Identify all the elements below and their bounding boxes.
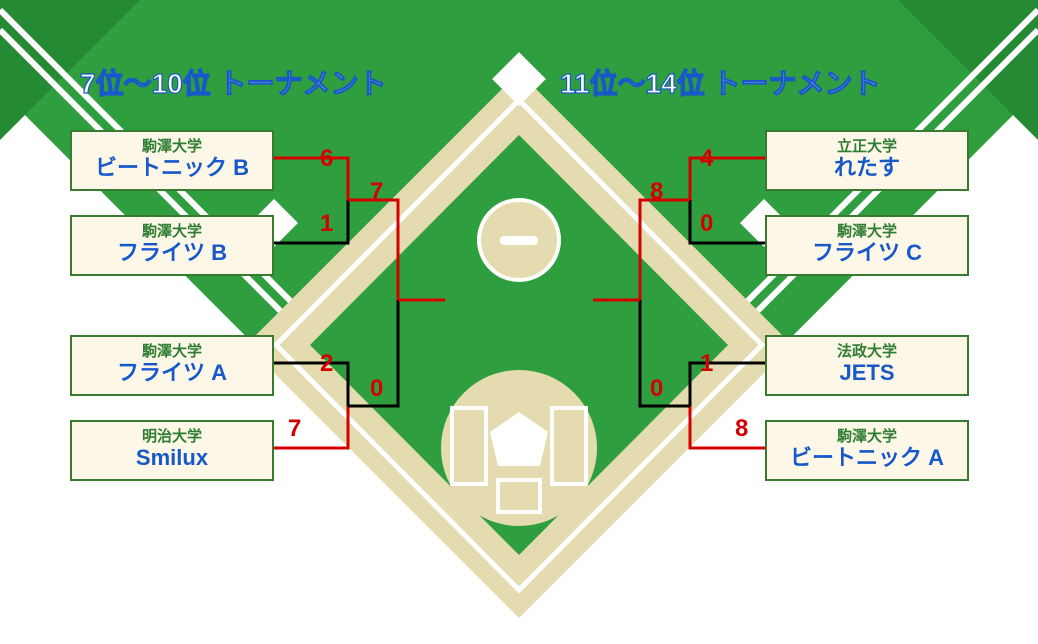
team-univ: 駒澤大学	[767, 223, 967, 240]
score-L-f-top: 7	[370, 178, 383, 206]
team-box-L2: 駒澤大学 フライツ B	[70, 215, 274, 276]
score-L-s2-top: 2	[320, 350, 333, 378]
title-right: 11位～14位 トーナメント	[560, 62, 881, 102]
team-box-R3: 法政大学 JETS	[765, 335, 969, 396]
team-univ: 駒澤大学	[767, 428, 967, 445]
score-R-s1-top: 4	[700, 145, 713, 173]
team-name: ビートニック A	[767, 445, 967, 470]
score-R-s2-bot: 8	[735, 415, 748, 443]
score-R-f-top: 8	[650, 178, 663, 206]
team-box-L3: 駒澤大学 フライツ A	[70, 335, 274, 396]
team-box-R4: 駒澤大学 ビートニック A	[765, 420, 969, 481]
score-R-s1-bot: 0	[700, 210, 713, 238]
team-box-R2: 駒澤大学 フライツ C	[765, 215, 969, 276]
team-univ: 駒澤大学	[72, 343, 272, 360]
team-box-L1: 駒澤大学 ビートニック B	[70, 130, 274, 191]
title-left: 7位～10位 トーナメント	[80, 62, 387, 102]
team-univ: 立正大学	[767, 138, 967, 155]
team-box-L4: 明治大学 Smilux	[70, 420, 274, 481]
team-univ: 法政大学	[767, 343, 967, 360]
team-box-R1: 立正大学 れたす	[765, 130, 969, 191]
team-name: フライツ B	[72, 240, 272, 265]
team-univ: 明治大学	[72, 428, 272, 445]
score-L-f-bot: 0	[370, 375, 383, 403]
team-name: フライツ A	[72, 360, 272, 385]
team-univ: 駒澤大学	[72, 223, 272, 240]
team-name: れたす	[767, 155, 967, 180]
score-L-s1-bot: 1	[320, 210, 333, 238]
score-R-f-bot: 0	[650, 375, 663, 403]
team-name: Smilux	[72, 445, 272, 470]
score-L-s2-bot: 7	[288, 415, 301, 443]
score-L-s1-top: 6	[320, 145, 333, 173]
score-R-s2-top: 1	[700, 350, 713, 378]
team-name: ビートニック B	[72, 155, 272, 180]
team-univ: 駒澤大学	[72, 138, 272, 155]
team-name: フライツ C	[767, 240, 967, 265]
team-name: JETS	[767, 360, 967, 385]
